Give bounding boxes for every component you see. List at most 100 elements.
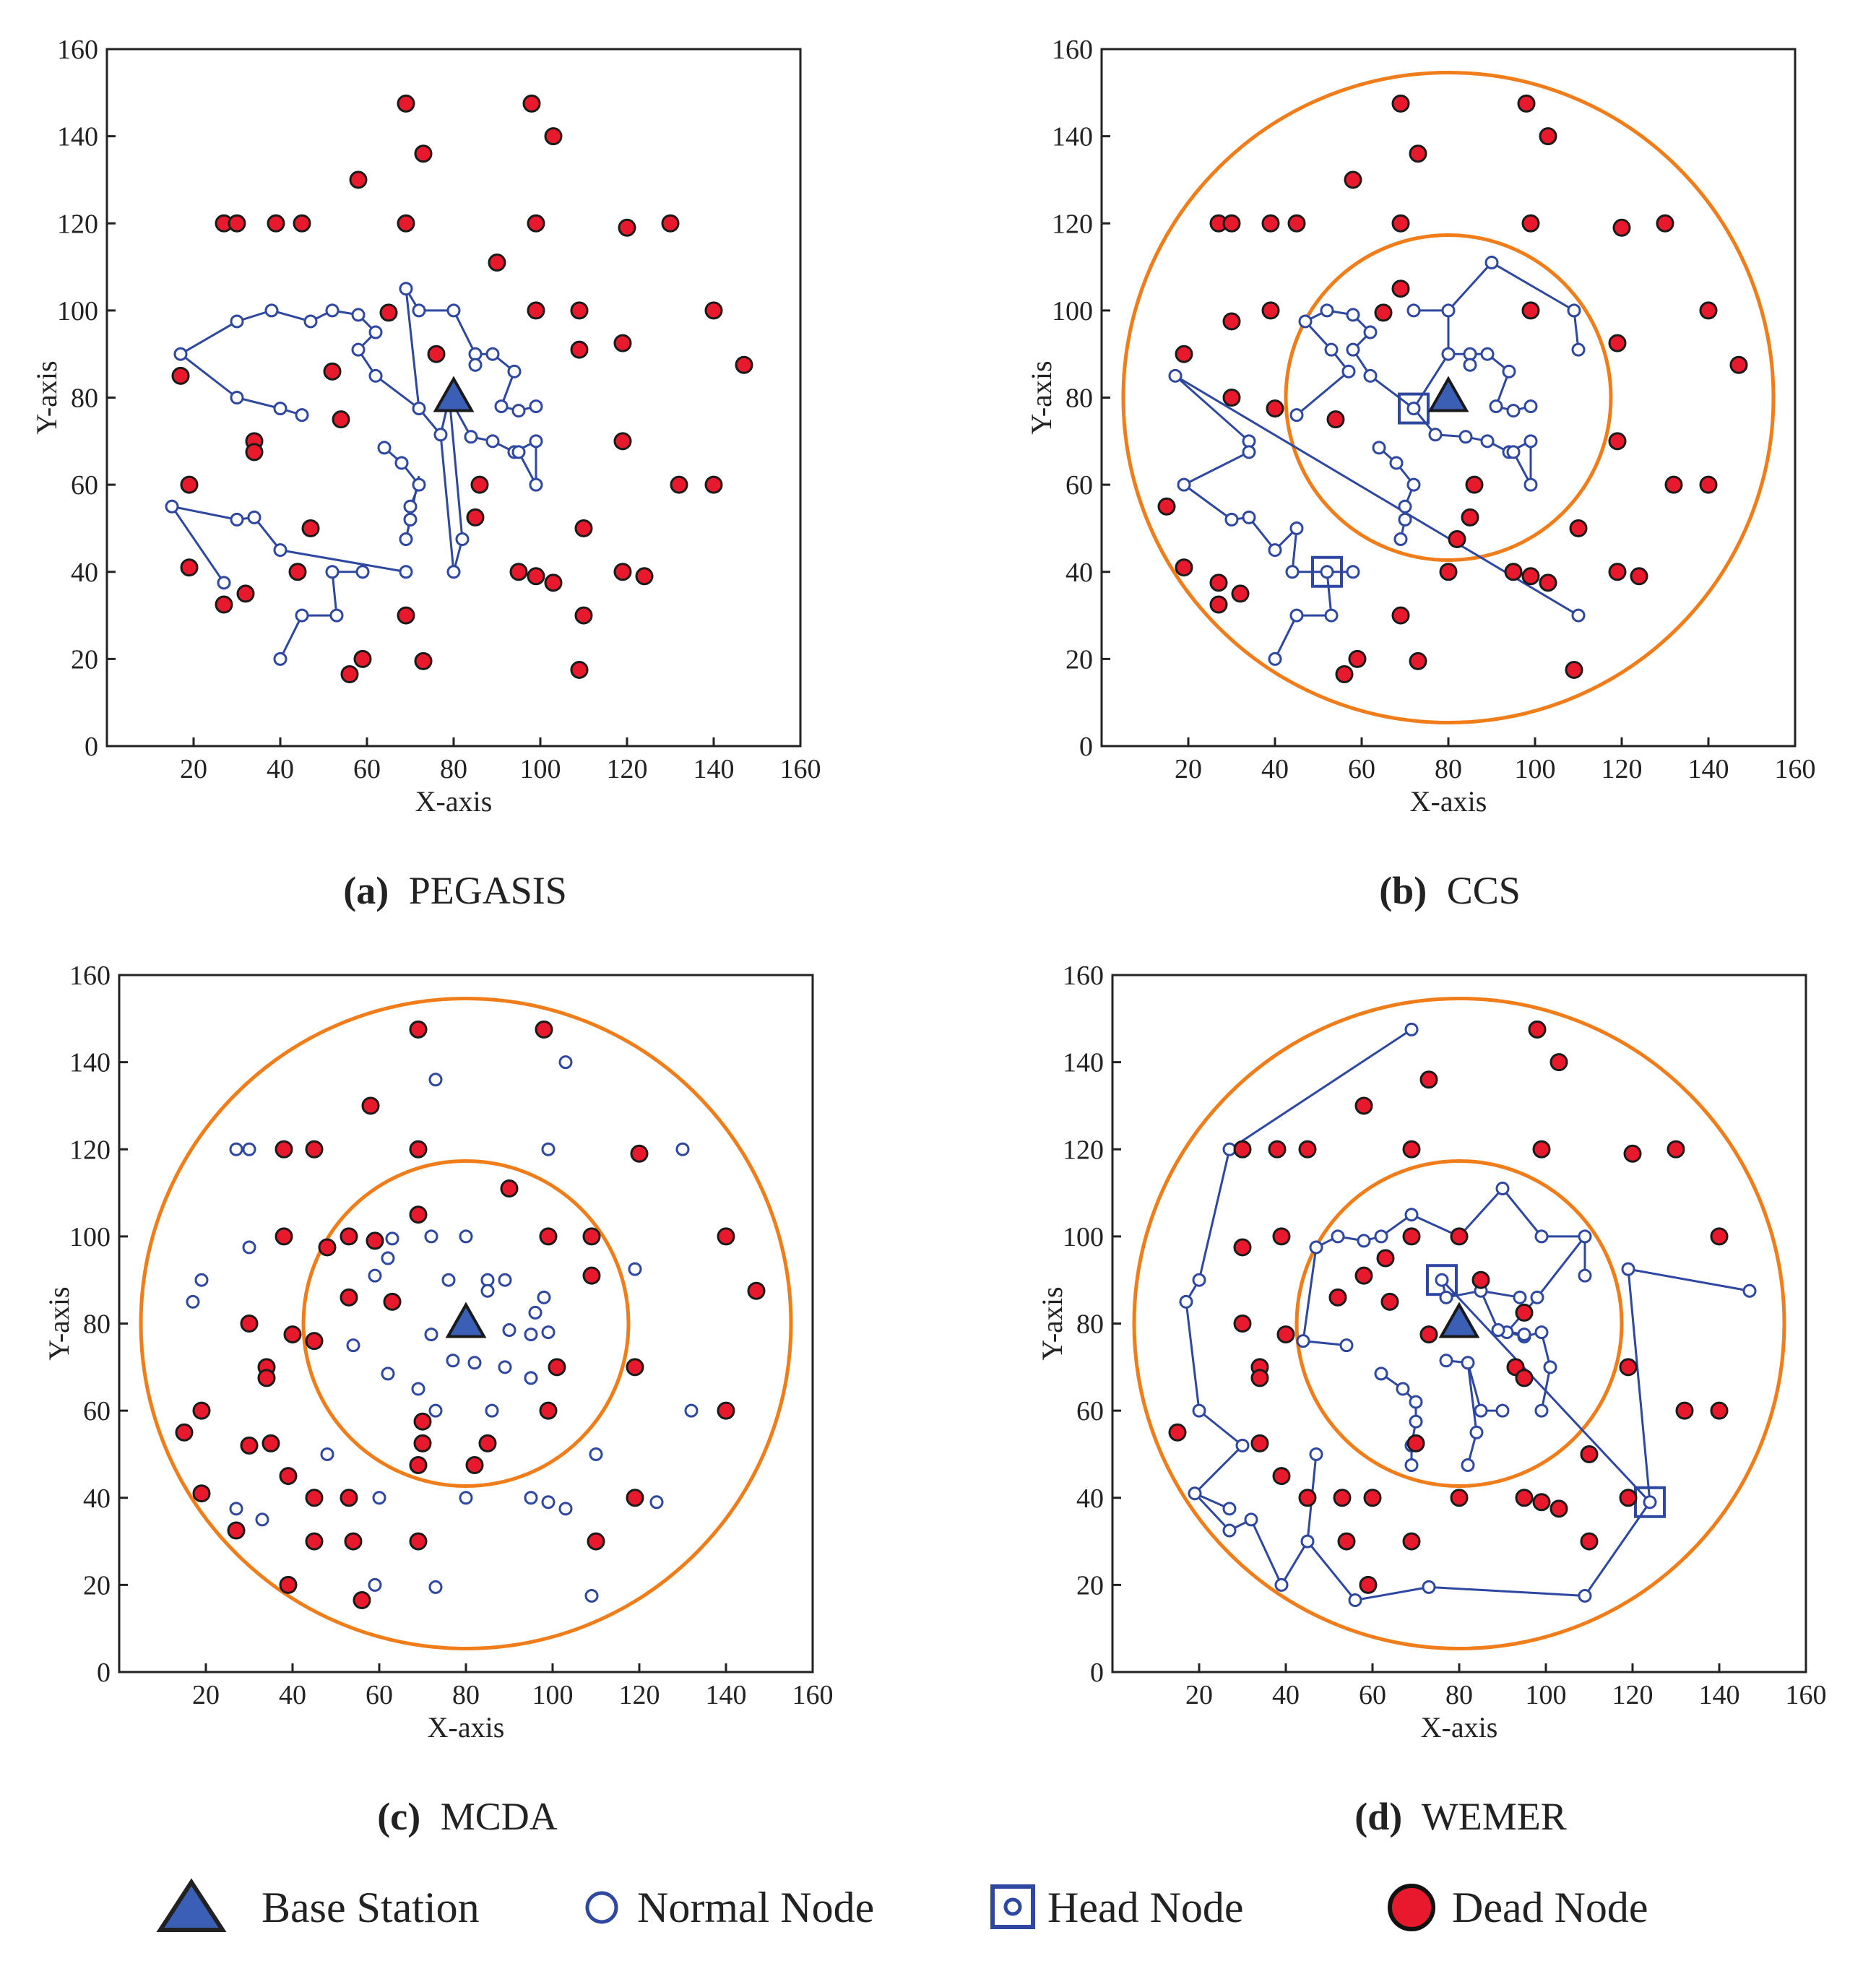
caption-tag-mcda: (c) [377, 1795, 420, 1838]
y-tick-label: 100 [1052, 296, 1093, 326]
normal-node [1289, 408, 1304, 423]
normal-node [1289, 608, 1304, 623]
dead-node [1326, 410, 1345, 429]
normal-node [230, 391, 244, 404]
dead-node [1608, 563, 1627, 581]
normal-node [1517, 1328, 1531, 1342]
normal-node [1621, 1262, 1635, 1276]
normal-node [511, 445, 526, 459]
normal-node [1571, 342, 1586, 357]
normal-node [1179, 1294, 1193, 1309]
normal-node [524, 1491, 538, 1505]
normal-node [1428, 428, 1443, 442]
base-station [445, 1302, 487, 1338]
dead-node [1729, 355, 1748, 374]
dead-node [544, 573, 563, 592]
normal-node [194, 1273, 209, 1287]
dead-node [1406, 1434, 1425, 1452]
dead-node [1391, 280, 1410, 298]
x-tick-label: 100 [532, 1680, 574, 1710]
legend: Base Station Normal Node Head Node Dead … [156, 1878, 1648, 1932]
normal-node [368, 1577, 382, 1592]
normal-node [346, 1338, 360, 1353]
normal-node [1495, 1403, 1510, 1418]
normal-node [1439, 1354, 1453, 1368]
normal-node [1289, 521, 1304, 535]
dead-node [1549, 1053, 1568, 1072]
normal-node [480, 1283, 495, 1298]
dead-node [1515, 1489, 1534, 1507]
dead-node [279, 1575, 298, 1594]
normal-node [1534, 1325, 1549, 1340]
normal-node [485, 434, 500, 449]
normal-node [1409, 1395, 1423, 1409]
normal-node [1285, 565, 1300, 579]
dead-node [539, 1401, 558, 1420]
dead-node [1699, 475, 1718, 494]
ring-inner [1284, 233, 1613, 562]
dead-node [466, 508, 485, 527]
dead-node [544, 127, 563, 146]
normal-node [1461, 1458, 1475, 1473]
y-tick-label: 160 [69, 961, 111, 991]
dead-node [470, 475, 489, 494]
normal-node [1346, 565, 1360, 579]
dead-node [409, 1532, 428, 1551]
y-tick-label: 20 [83, 1570, 111, 1601]
normal-node [428, 1580, 443, 1594]
dead-node [397, 606, 415, 625]
caption-ccs: (b) CCS [1379, 869, 1521, 912]
normal-node [173, 347, 188, 361]
dead-node [570, 660, 589, 679]
normal-node [1513, 1290, 1527, 1304]
y-tick-label: 140 [57, 122, 98, 152]
y-tick-label: 0 [1090, 1658, 1104, 1688]
dead-node [1439, 563, 1458, 581]
x-tick-label: 120 [607, 754, 648, 784]
dead-node [500, 1179, 519, 1198]
normal-node [541, 1325, 556, 1340]
normal-node [1244, 1512, 1258, 1527]
dead-node [305, 1140, 324, 1159]
dead-node [1363, 1489, 1382, 1507]
dead-node [1268, 1140, 1287, 1159]
x-tick-label: 160 [1775, 754, 1816, 784]
chain-line [170, 506, 225, 584]
dead-node [1517, 94, 1536, 113]
normal-node [1300, 1534, 1315, 1549]
dead-node [1233, 1315, 1252, 1333]
dead-node [735, 355, 753, 374]
dead-node [1272, 1227, 1291, 1246]
normal-node [1242, 510, 1256, 524]
normal-node [1324, 342, 1339, 357]
dead-node [1348, 649, 1367, 668]
dead-node [613, 563, 632, 581]
dead-node [288, 563, 307, 581]
dead-node [427, 345, 446, 363]
normal-node [264, 303, 279, 318]
normal-node [368, 1268, 382, 1283]
normal-node [1441, 347, 1456, 361]
normal-node [428, 1403, 443, 1418]
dead-node [1448, 530, 1466, 549]
dead-node [1699, 301, 1718, 320]
normal-node [295, 408, 309, 423]
normal-node [589, 1447, 603, 1461]
panel-wemer: 20 40 60 80 100 120 140 160 0 20 40 60 80 100 120 140 16… [1036, 961, 1827, 1838]
plot-layer-ccs: 20 40 60 80 100 120 140 160 0 20 40 60 80 100 120 140 16… [1025, 35, 1816, 818]
dead-node [1532, 1140, 1551, 1159]
dead-node [413, 1434, 432, 1452]
dead-node [1402, 1140, 1421, 1159]
dead-node [180, 475, 199, 494]
dead-node [175, 1423, 194, 1442]
y-tick-label: 60 [1065, 470, 1093, 501]
y-tick-label: 40 [1076, 1484, 1104, 1514]
dead-node [1664, 475, 1683, 494]
normal-node [368, 368, 383, 383]
normal-node [1643, 1495, 1657, 1510]
dead-node [1344, 170, 1362, 189]
normal-node [1406, 477, 1421, 492]
dead-node [587, 1532, 605, 1551]
normal-node [411, 1382, 425, 1396]
dead-node [1175, 345, 1193, 363]
